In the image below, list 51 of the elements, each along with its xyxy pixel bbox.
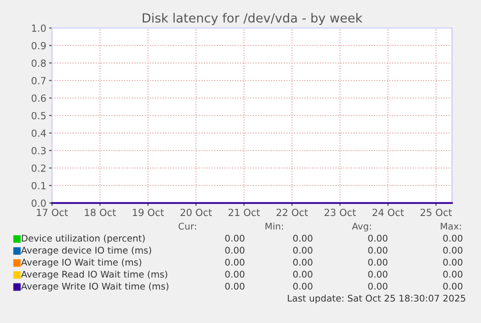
text: 0.00	[293, 234, 312, 242]
text: Min:	[266, 222, 283, 230]
y-tick-label: 0.8	[32, 59, 46, 67]
text: 0.00	[368, 246, 388, 254]
legend-label: Device utilization (percent)	[22, 234, 145, 244]
text: 0.00	[443, 234, 462, 242]
text: Cur:	[178, 222, 196, 230]
y-tick-label: 0.3	[32, 146, 46, 154]
x-tick-label: 21 Oct	[228, 208, 260, 216]
chart-title: Disk latency for /dev/vda - by week	[142, 12, 362, 26]
x-tick-label: 18 Oct	[84, 208, 116, 216]
text: 0.00	[443, 246, 462, 254]
text: 0.00	[443, 270, 462, 278]
x-tick-label: 25 Oct	[420, 208, 452, 216]
x-tick-label: 19 Oct	[132, 208, 164, 216]
text: 0.00	[225, 258, 244, 266]
text: 0.00	[225, 270, 244, 278]
legend-label: Average Write IO Wait time (ms)	[21, 282, 168, 292]
y-tick-label: 0.5	[32, 112, 46, 120]
x-tick-label: 17 Oct	[36, 208, 68, 216]
text: 0.00	[225, 282, 244, 290]
text: 0.00	[293, 246, 312, 254]
text: 0.00	[368, 258, 388, 266]
y-tick-label: 0.9	[32, 42, 46, 50]
y-tick-label: 0.2	[32, 164, 46, 172]
text: 0.00	[443, 282, 462, 290]
text: 0.00	[293, 282, 312, 290]
text: 0.00	[443, 258, 462, 266]
legend-label: Average IO Wait time (ms)	[21, 258, 142, 268]
y-tick-label: 1.0	[32, 24, 46, 32]
text: 0.00	[368, 234, 388, 242]
text: 0.00	[293, 270, 312, 278]
x-tick-label: 23 Oct	[324, 208, 356, 216]
y-tick-label: 0.6	[32, 94, 46, 102]
text: 0.00	[225, 234, 244, 242]
x-tick-label: 22 Oct	[276, 208, 308, 216]
y-tick-label: 0.4	[32, 129, 46, 137]
text: 0.00	[368, 270, 388, 278]
x-tick-label: 24 Oct	[372, 208, 404, 216]
legend-label: Average device IO time (ms)	[21, 246, 152, 256]
text: 0.00	[293, 258, 312, 266]
y-tick-label: 0.1	[32, 182, 46, 190]
y-tick-label: 0.7	[32, 76, 46, 84]
text: 0.00	[368, 282, 388, 290]
text: 0.00	[225, 246, 244, 254]
text: Last update: Sat Oct 25 18:30:07 2025	[288, 294, 466, 304]
y-tick-label: 0.0	[32, 199, 46, 207]
text: Avg:	[352, 222, 371, 232]
x-tick-label: 20 Oct	[180, 208, 212, 216]
legend-label: Average Read IO Wait time (ms)	[21, 270, 168, 280]
text: Max:	[440, 222, 461, 230]
